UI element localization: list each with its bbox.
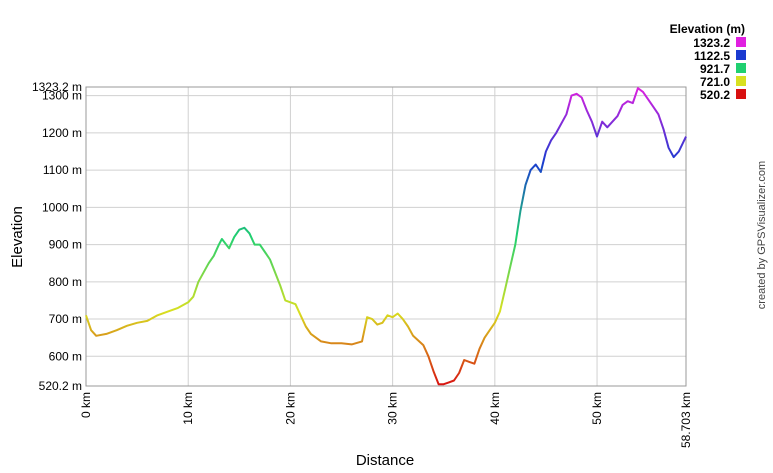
legend-label: 1122.5 bbox=[694, 49, 730, 63]
y-tick-label: 1000 m bbox=[42, 200, 82, 214]
legend-swatch bbox=[736, 89, 746, 99]
x-tick-label: 50 km bbox=[590, 392, 604, 425]
legend-swatch bbox=[736, 63, 746, 73]
y-axis-label: Elevation bbox=[9, 206, 26, 268]
legend-swatch bbox=[736, 76, 746, 86]
x-tick-label: 0 km bbox=[79, 392, 93, 418]
y-tick-label: 900 m bbox=[49, 238, 82, 252]
x-tick-label: 30 km bbox=[386, 392, 400, 425]
x-axis-label: Distance bbox=[356, 452, 414, 469]
y-tick-label: 600 m bbox=[49, 349, 82, 363]
y-tick-label: 800 m bbox=[49, 275, 82, 289]
legend-label: 721.0 bbox=[700, 75, 730, 89]
y-tick-label: 1323.2 m bbox=[32, 80, 82, 94]
legend-swatch bbox=[736, 37, 746, 47]
legend-title: Elevation (m) bbox=[670, 22, 745, 36]
x-tick-label: 20 km bbox=[283, 392, 297, 425]
plot-frame bbox=[85, 86, 687, 387]
x-tick-label: 10 km bbox=[181, 392, 195, 425]
legend-swatch bbox=[736, 50, 746, 60]
y-tick-label: 520.2 m bbox=[39, 379, 82, 393]
y-tick-label: 1100 m bbox=[43, 163, 82, 177]
y-tick-label: 1200 m bbox=[42, 126, 82, 140]
y-tick-label: 700 m bbox=[49, 312, 82, 326]
legend-label: 520.2 bbox=[700, 88, 730, 102]
x-tick-label: 58.703 km bbox=[679, 392, 693, 448]
legend-label: 921.7 bbox=[700, 62, 730, 76]
elevation-line bbox=[85, 87, 687, 386]
credit: created by GPSVisualizer.com bbox=[756, 161, 768, 309]
legend-label: 1323.2 bbox=[693, 36, 730, 50]
x-tick-label: 40 km bbox=[488, 392, 502, 425]
y-tick-label: 1300 m bbox=[42, 89, 82, 103]
